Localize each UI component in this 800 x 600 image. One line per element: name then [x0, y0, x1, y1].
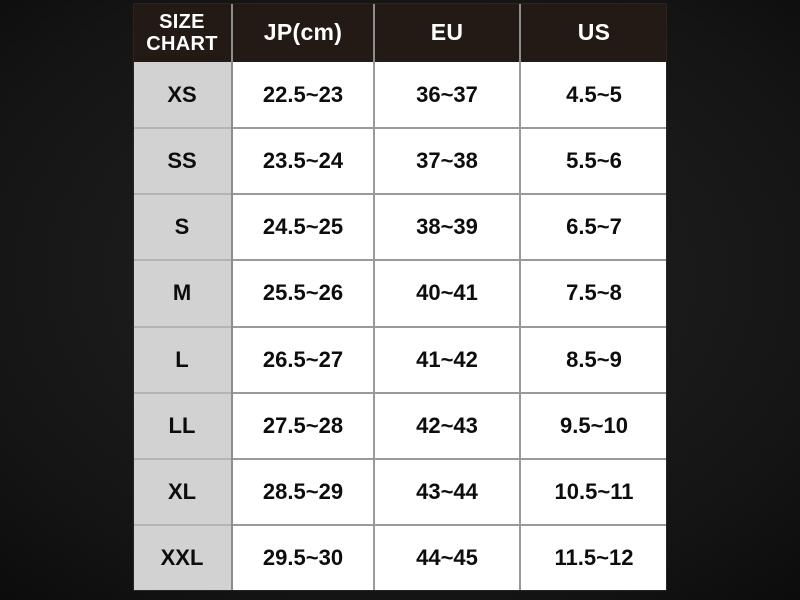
cell-us: 7.5~8: [520, 259, 667, 327]
cell-us: 6.5~7: [520, 193, 667, 261]
table-header: SIZE CHART JP(cm) EU US: [133, 3, 667, 62]
cell-eu: 41~42: [374, 325, 521, 393]
cell-us: 5.5~6: [520, 127, 667, 195]
size-chart-table: SIZE CHART JP(cm) EU US XS 22.5~23 36~37…: [133, 3, 667, 591]
cell-eu: 38~39: [374, 193, 521, 261]
cell-size: L: [133, 325, 233, 393]
table-row: L 26.5~27 41~42 8.5~9: [133, 325, 667, 393]
cell-jp: 22.5~23: [232, 62, 375, 129]
cell-size: SS: [133, 127, 233, 195]
table-row: SS 23.5~24 37~38 5.5~6: [133, 127, 667, 195]
cell-us: 10.5~11: [520, 457, 667, 525]
cell-size: S: [133, 193, 233, 261]
cell-jp: 23.5~24: [232, 127, 375, 195]
cell-eu: 44~45: [374, 523, 521, 591]
cell-jp: 27.5~28: [232, 391, 375, 459]
cell-eu: 40~41: [374, 259, 521, 327]
cell-jp: 28.5~29: [232, 457, 375, 525]
column-header-us: US: [520, 3, 667, 62]
table-row: M 25.5~26 40~41 7.5~8: [133, 259, 667, 327]
cell-us: 9.5~10: [520, 391, 667, 459]
table-row: XS 22.5~23 36~37 4.5~5: [133, 62, 667, 129]
cell-size: M: [133, 259, 233, 327]
cell-jp: 26.5~27: [232, 325, 375, 393]
cell-size: XS: [133, 62, 233, 129]
cell-us: 11.5~12: [520, 523, 667, 591]
cell-us: 4.5~5: [520, 62, 667, 129]
cell-jp: 29.5~30: [232, 523, 375, 591]
cell-eu: 37~38: [374, 127, 521, 195]
cell-eu: 42~43: [374, 391, 521, 459]
column-header-size: SIZE CHART: [133, 3, 233, 62]
cell-size: LL: [133, 391, 233, 459]
cell-size: XXL: [133, 523, 233, 591]
table-row: XL 28.5~29 43~44 10.5~11: [133, 457, 667, 525]
cell-size: XL: [133, 457, 233, 525]
cell-jp: 25.5~26: [232, 259, 375, 327]
cell-eu: 43~44: [374, 457, 521, 525]
cell-jp: 24.5~25: [232, 193, 375, 261]
column-header-jp: JP(cm): [232, 3, 375, 62]
size-chart-container: SIZE CHART JP(cm) EU US XS 22.5~23 36~37…: [133, 3, 667, 591]
column-header-eu: EU: [374, 3, 521, 62]
table-body: XS 22.5~23 36~37 4.5~5 SS 23.5~24 37~38 …: [133, 62, 667, 591]
cell-us: 8.5~9: [520, 325, 667, 393]
table-row: S 24.5~25 38~39 6.5~7: [133, 193, 667, 261]
table-row: LL 27.5~28 42~43 9.5~10: [133, 391, 667, 459]
table-row: XXL 29.5~30 44~45 11.5~12: [133, 523, 667, 591]
cell-eu: 36~37: [374, 62, 521, 129]
header-row: SIZE CHART JP(cm) EU US: [133, 3, 667, 62]
